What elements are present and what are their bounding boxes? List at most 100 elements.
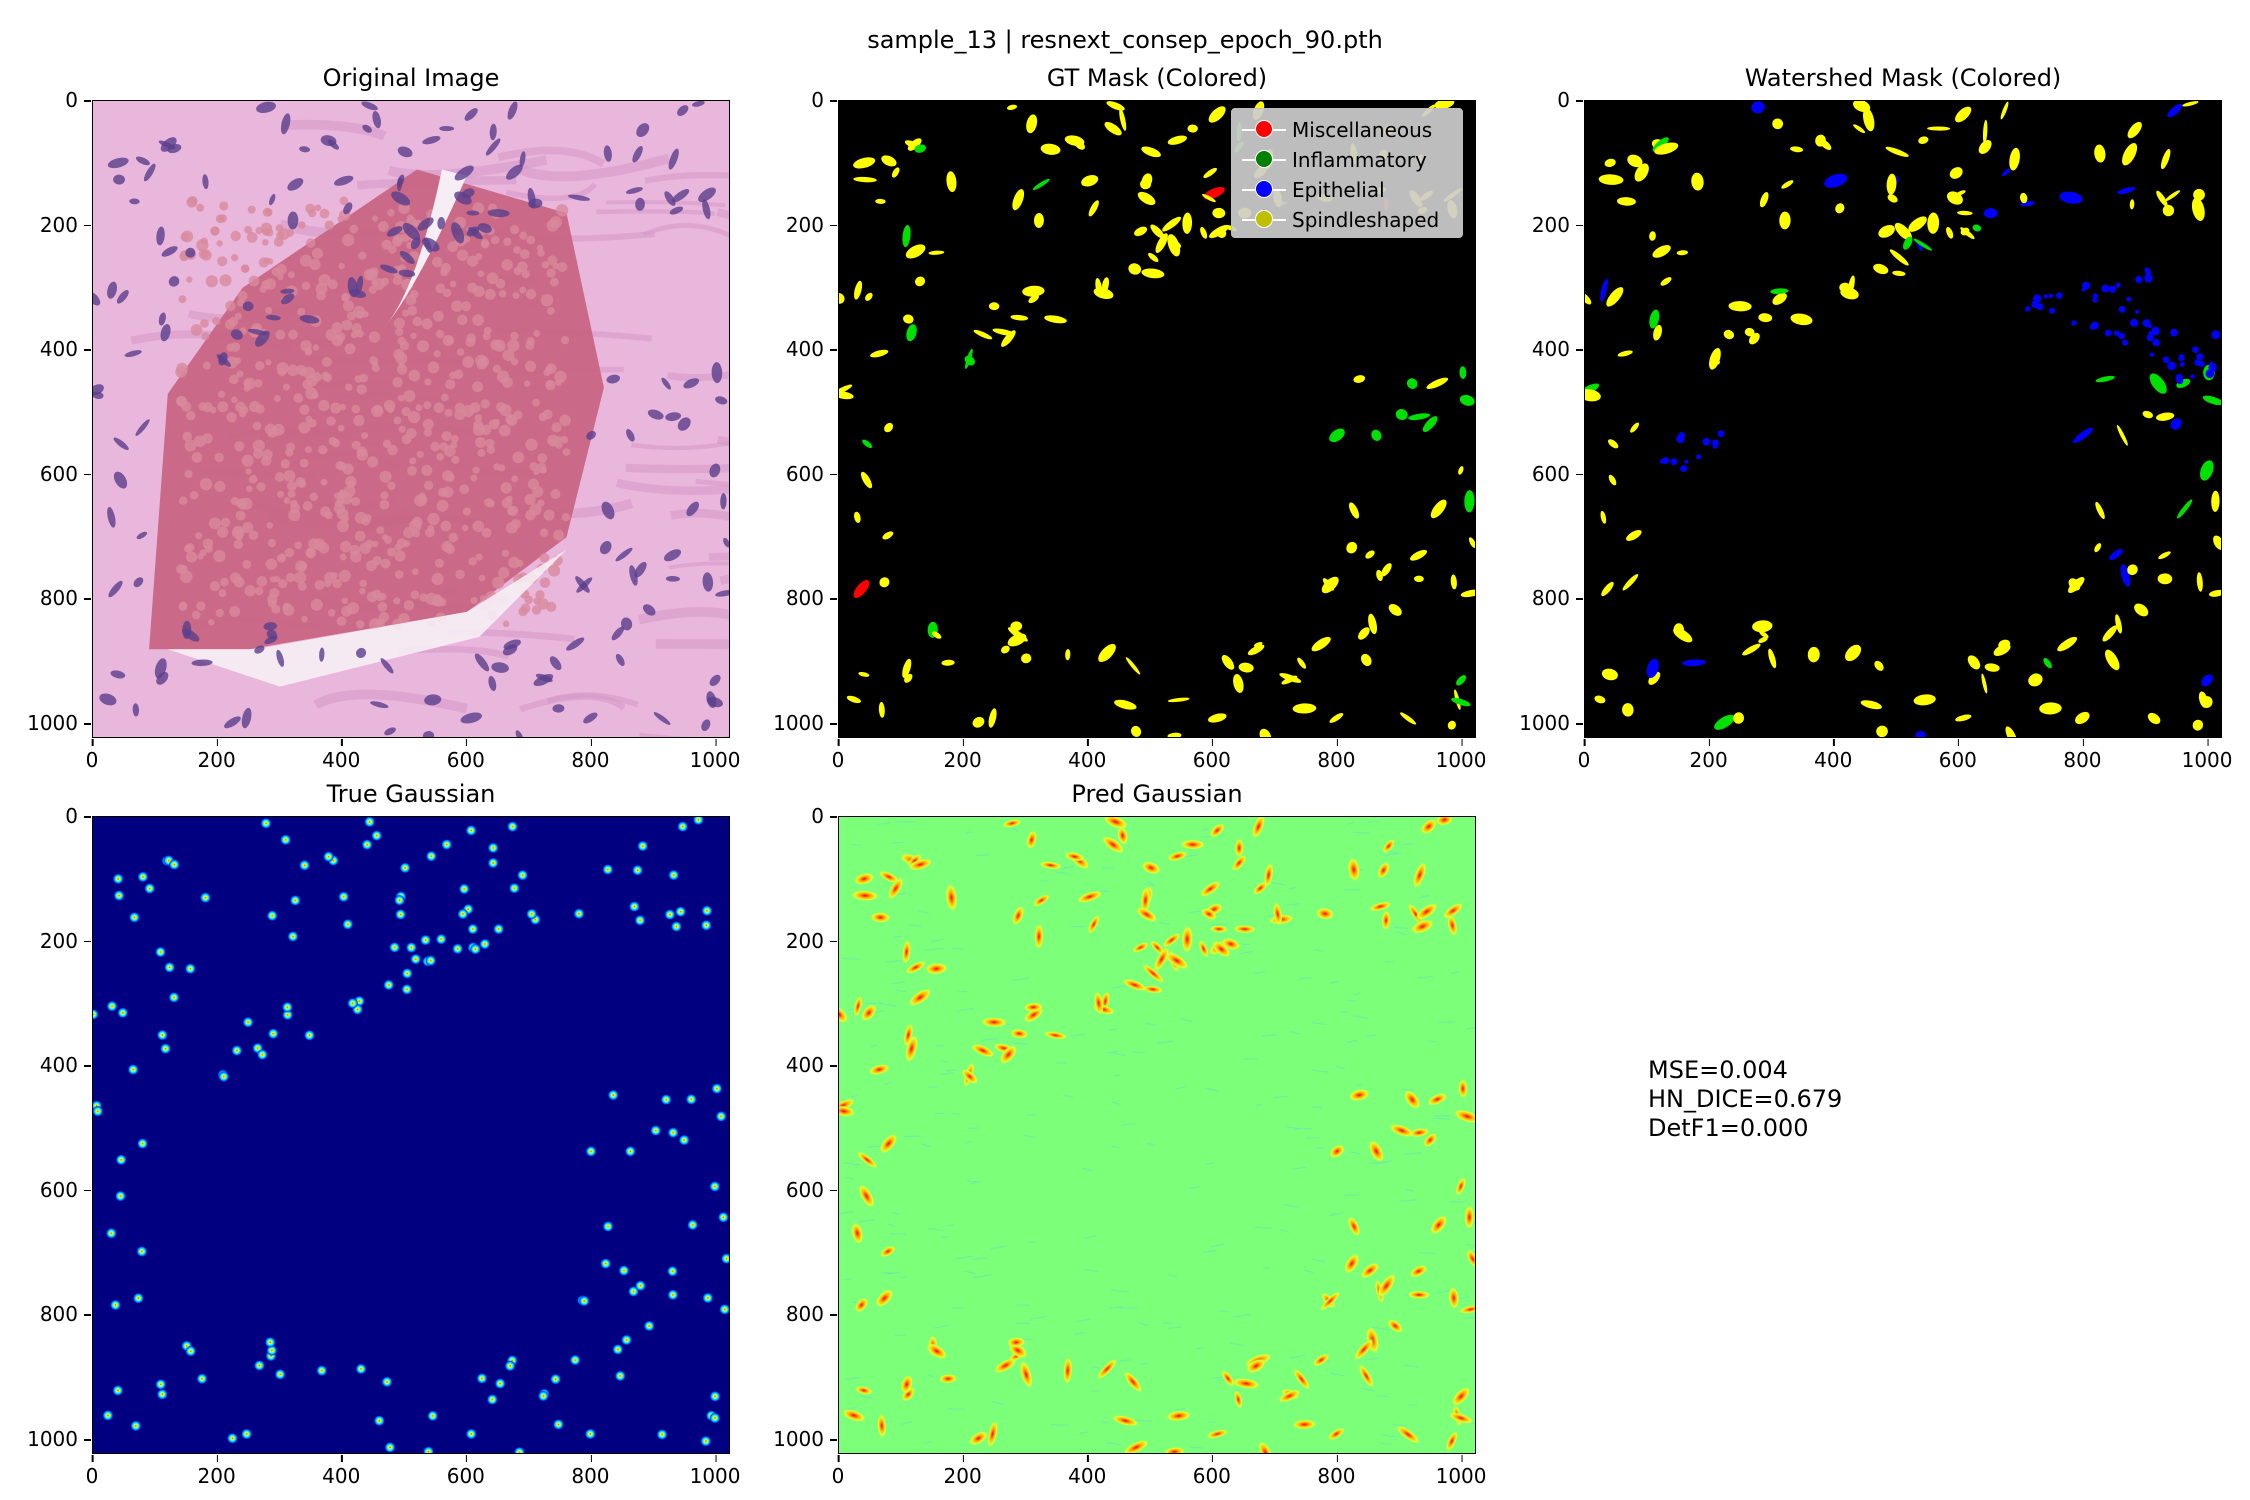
legend-entry-miscellaneous: Miscellaneous <box>1242 115 1452 145</box>
watershed-nucleus-mask <box>1807 646 1820 663</box>
original-image-axes <box>92 100 730 738</box>
gt-nucleus-mask <box>1406 378 1418 389</box>
red-blood-cell <box>410 332 417 339</box>
pred-noise-streak <box>1122 1123 1136 1126</box>
cell-nucleus <box>334 175 354 186</box>
cell-nucleus <box>113 174 125 185</box>
gt-nucleus-mask <box>1353 375 1366 383</box>
red-blood-cell <box>320 506 331 518</box>
red-blood-cell <box>248 275 260 287</box>
red-blood-cell <box>485 438 495 448</box>
pred-noise-streak <box>904 1135 921 1138</box>
watershed-nucleus-mask <box>1723 329 1735 340</box>
red-blood-cell <box>202 361 211 370</box>
red-blood-cell <box>481 527 492 538</box>
y-tick-label: 400 <box>39 1053 92 1078</box>
pred-gaussian-peak <box>1347 1215 1361 1237</box>
true-gaussian-peak <box>316 1365 328 1377</box>
y-tick-label: 800 <box>39 586 92 611</box>
red-blood-cell <box>276 362 289 375</box>
red-blood-cell <box>557 261 568 273</box>
red-blood-cell <box>345 476 357 488</box>
pred-noise-streak <box>1328 1212 1344 1217</box>
pred-noise-streak <box>1130 1051 1146 1054</box>
watershed-nucleus-mask <box>1608 439 1619 449</box>
watershed-epithelial-fragment <box>1696 454 1702 460</box>
pred-gaussian-peak <box>841 1408 867 1423</box>
pred-noise-streak <box>972 1274 992 1279</box>
stroma-fiber <box>639 732 729 737</box>
gt-nucleus-mask <box>1098 643 1116 663</box>
red-blood-cell <box>184 469 193 479</box>
cell-nucleus <box>647 409 664 420</box>
pred-gaussian-peak <box>1063 851 1086 862</box>
true-gaussian-peak <box>476 1372 488 1384</box>
red-blood-cell <box>310 598 323 611</box>
pred-noise-streak <box>1106 1051 1126 1056</box>
pred-noise-streak <box>884 1081 891 1086</box>
pred-gaussian-peak <box>1205 1429 1229 1439</box>
red-blood-cell <box>486 445 495 455</box>
red-blood-cell <box>266 521 274 529</box>
gt-nucleus-mask <box>1447 720 1456 730</box>
red-blood-cell <box>312 372 322 382</box>
gt-nucleus-mask <box>1155 233 1168 253</box>
pred-gaussian-peak <box>1395 1424 1421 1445</box>
red-blood-cell <box>479 595 487 602</box>
watershed-nucleus-mask <box>1600 278 1608 302</box>
cell-nucleus <box>527 187 536 209</box>
pred-noise-streak <box>990 1245 1007 1250</box>
red-blood-cell <box>517 261 528 272</box>
red-blood-cell <box>187 196 198 206</box>
watershed-epithelial-fragment <box>2092 297 2098 303</box>
red-blood-cell <box>353 305 366 318</box>
pred-noise-streak <box>1381 1434 1396 1438</box>
pred-noise-streak <box>895 989 907 993</box>
red-blood-cell <box>265 359 272 366</box>
cell-nucleus <box>702 199 711 220</box>
red-blood-cell <box>475 553 483 561</box>
cell-nucleus <box>160 137 177 152</box>
true-gaussian-peak <box>338 891 350 903</box>
red-blood-cell <box>228 316 239 327</box>
gt-nucleus-mask <box>914 276 926 287</box>
red-blood-cell <box>379 470 392 483</box>
pred-gaussian-peak <box>1368 901 1393 912</box>
red-blood-cell <box>343 485 356 497</box>
pred-noise-streak <box>976 854 990 857</box>
red-blood-cell <box>446 473 455 482</box>
gt-nucleus-mask <box>1162 216 1182 232</box>
red-blood-cell <box>179 601 187 610</box>
true-gaussian-peak <box>479 938 491 950</box>
pred-gaussian-peak <box>1231 1377 1261 1390</box>
watershed-nucleus-mask <box>2156 190 2168 207</box>
gt-nucleus-mask <box>858 671 870 677</box>
red-blood-cell <box>341 514 350 523</box>
red-blood-cell <box>468 557 477 566</box>
watershed-nucleus-mask <box>2127 564 2138 576</box>
gt-nucleus-mask <box>1088 200 1099 217</box>
watershed-nucleus-mask <box>2202 395 2221 406</box>
true-gaussian-peak <box>394 908 407 921</box>
watershed-nucleus-mask <box>1824 173 1848 188</box>
red-blood-cell <box>354 530 366 542</box>
red-blood-cell <box>277 273 284 281</box>
red-blood-cell <box>267 594 278 605</box>
pred-noise-streak <box>1403 1152 1422 1156</box>
pred-noise-streak <box>1144 1022 1156 1026</box>
red-blood-cell <box>444 408 453 417</box>
pred-noise-streak <box>891 981 906 985</box>
pred-noise-streak <box>940 1072 954 1076</box>
gt-nucleus-mask <box>1134 226 1148 237</box>
red-blood-cell <box>324 571 337 584</box>
y-tick-label: 400 <box>1531 337 1584 362</box>
red-blood-cell <box>242 560 252 569</box>
red-blood-cell <box>436 499 449 512</box>
cell-nucleus <box>108 580 123 598</box>
pred-gaussian-peak <box>1131 941 1150 953</box>
red-blood-cell <box>337 215 344 223</box>
red-blood-cell <box>373 405 382 414</box>
gt-nucleus-mask <box>1141 146 1161 158</box>
true-gaussian-peak <box>702 1292 714 1304</box>
pred-gaussian-peak <box>1272 901 1283 927</box>
